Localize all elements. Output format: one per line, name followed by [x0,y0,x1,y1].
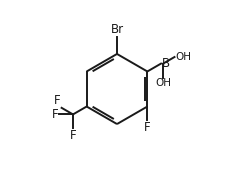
Text: F: F [70,129,76,142]
Text: OH: OH [175,52,191,62]
Text: F: F [144,121,151,134]
Text: Br: Br [110,23,124,36]
Text: B: B [161,57,170,70]
Text: F: F [51,108,58,121]
Text: OH: OH [155,78,171,88]
Text: F: F [54,94,61,107]
